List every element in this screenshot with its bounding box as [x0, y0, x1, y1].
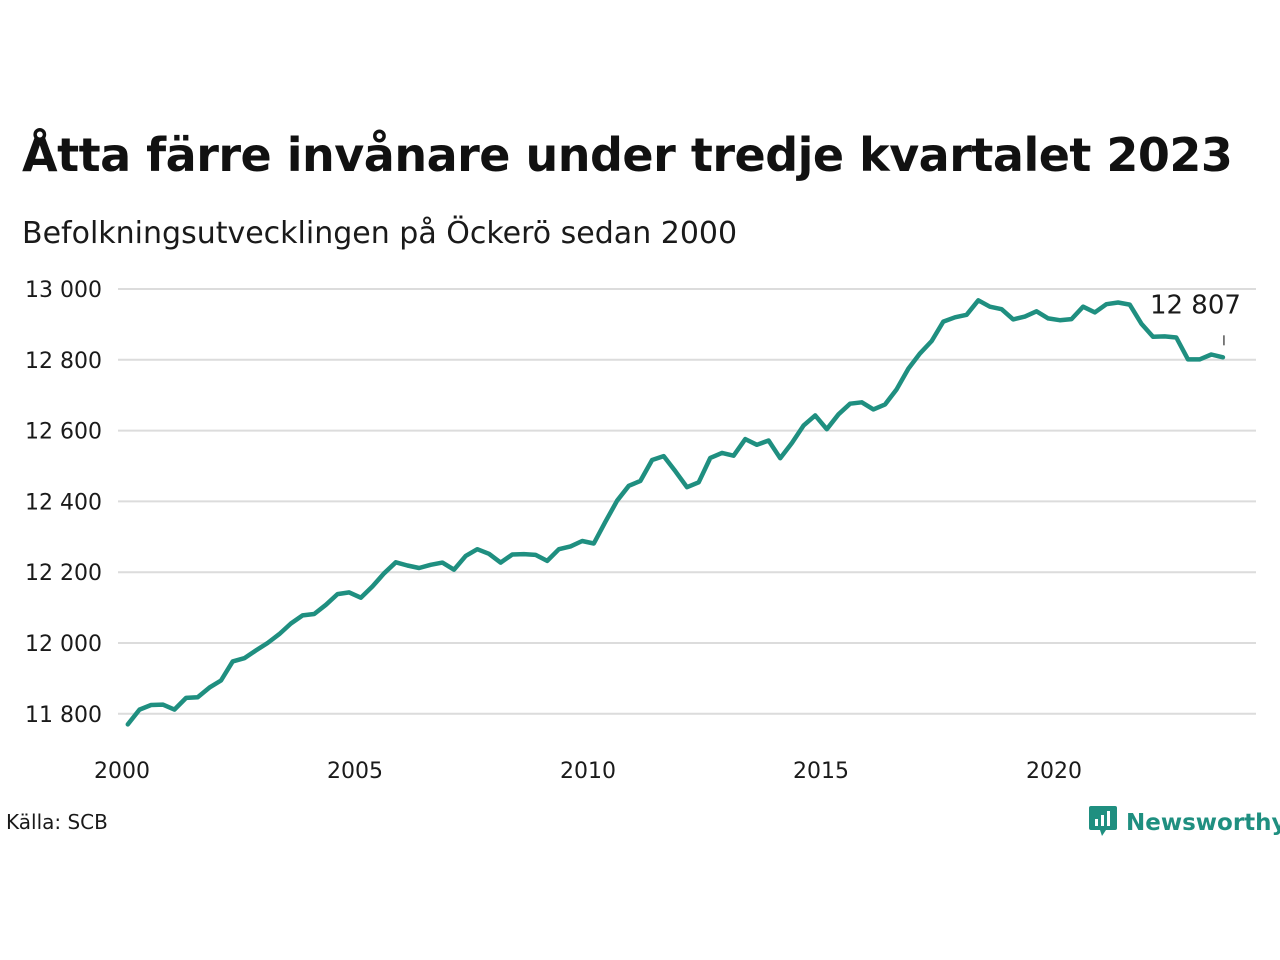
x-tick-label: 2020 [1026, 759, 1082, 784]
newsworthy-logo-icon [1088, 804, 1118, 842]
y-tick-label: 12 200 [25, 561, 102, 586]
series-layer [125, 298, 1226, 727]
y-tick-label: 12 400 [25, 490, 102, 515]
series-line [125, 298, 1226, 727]
x-tick-label: 2010 [560, 759, 616, 784]
x-tick-label: 2000 [94, 759, 150, 784]
end-value-label: 12 807 [1150, 290, 1241, 320]
x-tick-label: 2015 [793, 759, 849, 784]
y-tick-label: 12 800 [25, 349, 102, 374]
y-axis-ticks: 11 800 12 000 12 200 12 400 12 600 12 800 13 0… [25, 278, 102, 728]
y-tick-label: 11 800 [25, 703, 102, 728]
y-tick-label: 13 000 [25, 278, 102, 303]
chart-title: Åtta färre invånare under tredje kvartal… [22, 128, 1233, 182]
end-annotation: 12 807 [1150, 290, 1241, 346]
chart-subtitle: Befolkningsutvecklingen på Öckerö sedan … [22, 216, 738, 251]
brand-name: Newsworthy [1126, 810, 1280, 836]
source-note: Källa: SCB [6, 810, 108, 834]
x-tick-label: 2005 [327, 759, 383, 784]
y-tick-label: 12 000 [25, 632, 102, 657]
x-axis-ticks: 2000 2005 2010 2015 2020 [94, 759, 1082, 784]
y-tick-label: 12 600 [25, 420, 102, 445]
brand-logo[interactable]: Newsworthy [1088, 804, 1280, 842]
gridlines [118, 288, 1256, 715]
